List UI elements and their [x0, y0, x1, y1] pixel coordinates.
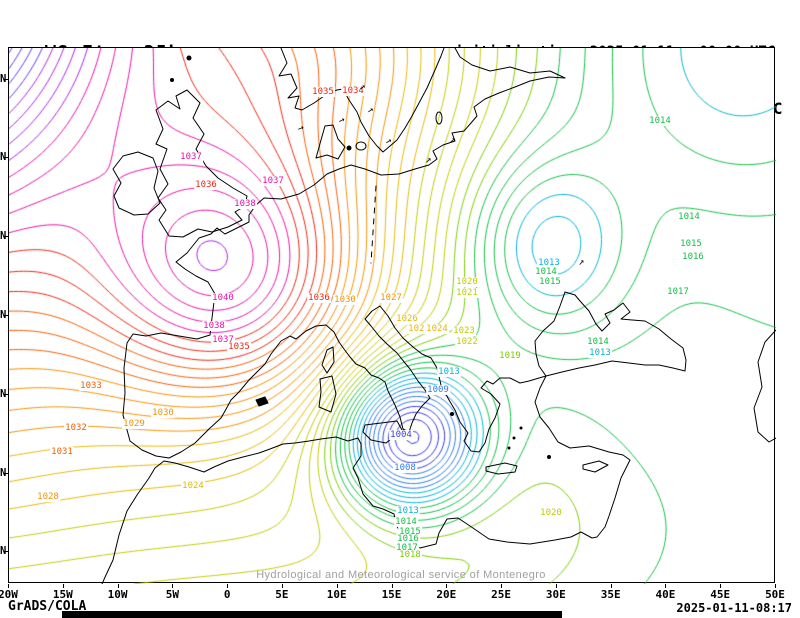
map-area: 1040 1038 1037 1035 1037 1038 1036 1037 1035 1034… — [8, 47, 776, 584]
coast-black-sea — [534, 291, 687, 377]
x-axis-tick — [172, 584, 174, 588]
coast-scandinavia — [278, 48, 445, 153]
island-cyprus — [582, 460, 609, 473]
x-axis-tick — [117, 584, 119, 588]
x-axis-tick — [555, 584, 557, 588]
coastlines — [101, 48, 776, 584]
x-axis-tick-label: 35E — [600, 588, 621, 601]
trough-line-dashes — [370, 185, 377, 264]
x-axis-tick-label: 10W — [107, 588, 128, 601]
x-axis-tick — [775, 584, 776, 588]
bottom-bar — [62, 611, 562, 618]
coast-mainland-europe-africa — [101, 168, 631, 584]
y-axis-tick-label: N — [0, 151, 7, 164]
island-zealand — [355, 141, 367, 151]
x-axis-tick-label: 50E — [765, 588, 785, 601]
y-axis-tick-label: N — [0, 230, 7, 243]
x-axis-tick — [391, 584, 393, 588]
y-axis-tick-label: N — [0, 387, 7, 400]
x-axis-tick — [227, 584, 229, 588]
x-axis-tick-label: 5E — [275, 588, 289, 601]
island-crete — [485, 462, 518, 475]
island-sicily — [362, 420, 403, 444]
island-corsica — [321, 346, 335, 374]
x-axis-tick — [665, 584, 667, 588]
island-sardinia — [318, 375, 337, 413]
x-axis-tick-label: 15E — [381, 588, 402, 601]
x-axis-tick-label: 20E — [436, 588, 457, 601]
islands-small — [170, 55, 551, 459]
x-axis-tick-label: 5W — [165, 588, 179, 601]
x-axis-tick-label: 10E — [326, 588, 347, 601]
x-axis-tick — [8, 584, 9, 588]
creation-timestamp: 2025-01-11-08:17 — [676, 601, 792, 615]
x-axis-tick — [446, 584, 448, 588]
coast-finland — [454, 48, 566, 79]
y-axis-tick-label: N — [0, 309, 7, 321]
x-axis-tick-label: 45E — [710, 588, 731, 601]
x-axis-tick-label: 0 — [223, 588, 231, 601]
island-gotland — [435, 111, 443, 125]
x-axis-tick — [281, 584, 283, 588]
coast-britain — [155, 89, 248, 238]
x-axis-tick — [62, 584, 64, 588]
watermark: Hydrological and Meteorological service … — [256, 569, 546, 581]
x-axis-tick — [610, 584, 612, 588]
y-axis-tick-label: N — [0, 466, 7, 479]
y-axis-tick-label: N — [0, 72, 7, 85]
x-axis-tick-label: 40E — [655, 588, 676, 601]
x-axis-tick — [336, 584, 338, 588]
coast-denmark — [315, 124, 346, 160]
grads-credit: GrADS/COLA — [8, 599, 87, 614]
coast-baltic-south — [338, 76, 566, 176]
x-axis-tick — [720, 584, 722, 588]
y-axis-tick-label: N — [0, 545, 7, 558]
x-axis-tick — [501, 584, 503, 588]
coast-ireland — [112, 151, 161, 216]
island-mallorca — [255, 396, 269, 407]
x-axis-tick-label: 30E — [545, 588, 566, 601]
x-axis-tick-label: 25E — [491, 588, 511, 601]
coast-caspian — [753, 329, 776, 443]
